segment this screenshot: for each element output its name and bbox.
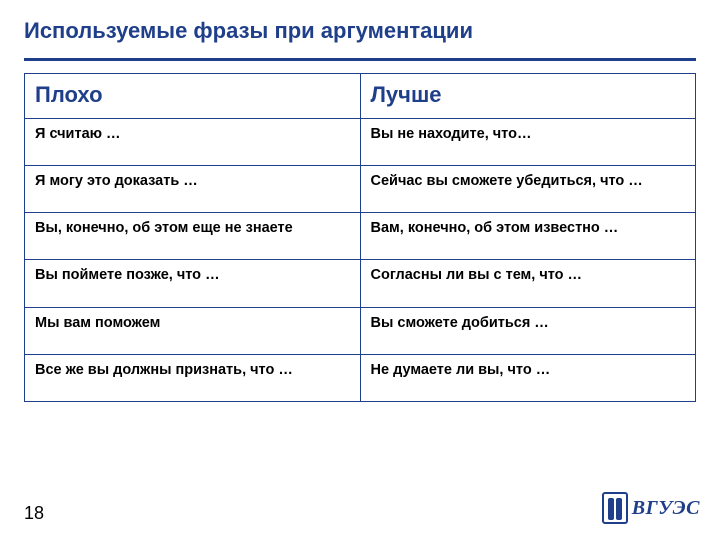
- slide: Используемые фразы при аргументации Плох…: [0, 0, 720, 540]
- table-row: Я могу это доказать … Сейчас вы сможете …: [25, 166, 696, 213]
- logo-icon: [602, 492, 628, 524]
- title-underline: [24, 58, 696, 61]
- cell-better: Вы не находите, что…: [360, 119, 696, 166]
- table-row: Все же вы должны признать, что … Не дума…: [25, 354, 696, 401]
- cell-better: Согласны ли вы с тем, что …: [360, 260, 696, 307]
- table-row: Я считаю … Вы не находите, что…: [25, 119, 696, 166]
- phrase-table: Плохо Лучше Я считаю … Вы не находите, ч…: [24, 73, 696, 402]
- cell-better: Вам, конечно, об этом известно …: [360, 213, 696, 260]
- table-row: Вы, конечно, об этом еще не знаете Вам, …: [25, 213, 696, 260]
- table-header-row: Плохо Лучше: [25, 74, 696, 119]
- cell-bad: Мы вам поможем: [25, 307, 361, 354]
- col-header-better: Лучше: [360, 74, 696, 119]
- cell-better: Сейчас вы сможете убедиться, что …: [360, 166, 696, 213]
- cell-bad: Все же вы должны признать, что …: [25, 354, 361, 401]
- cell-better: Не думаете ли вы, что …: [360, 354, 696, 401]
- cell-better: Вы сможете добиться …: [360, 307, 696, 354]
- page-number: 18: [24, 504, 38, 522]
- table-row: Вы поймете позже, что … Согласны ли вы с…: [25, 260, 696, 307]
- cell-bad: Я могу это доказать …: [25, 166, 361, 213]
- col-header-bad: Плохо: [25, 74, 361, 119]
- cell-bad: Я считаю …: [25, 119, 361, 166]
- logo-text: ВГУЭС: [632, 497, 700, 520]
- table-row: Мы вам поможем Вы сможете добиться …: [25, 307, 696, 354]
- cell-bad: Вы, конечно, об этом еще не знаете: [25, 213, 361, 260]
- cell-bad: Вы поймете позже, что …: [25, 260, 361, 307]
- footer-logo: ВГУЭС: [602, 492, 700, 524]
- slide-title: Используемые фразы при аргументации: [24, 18, 696, 44]
